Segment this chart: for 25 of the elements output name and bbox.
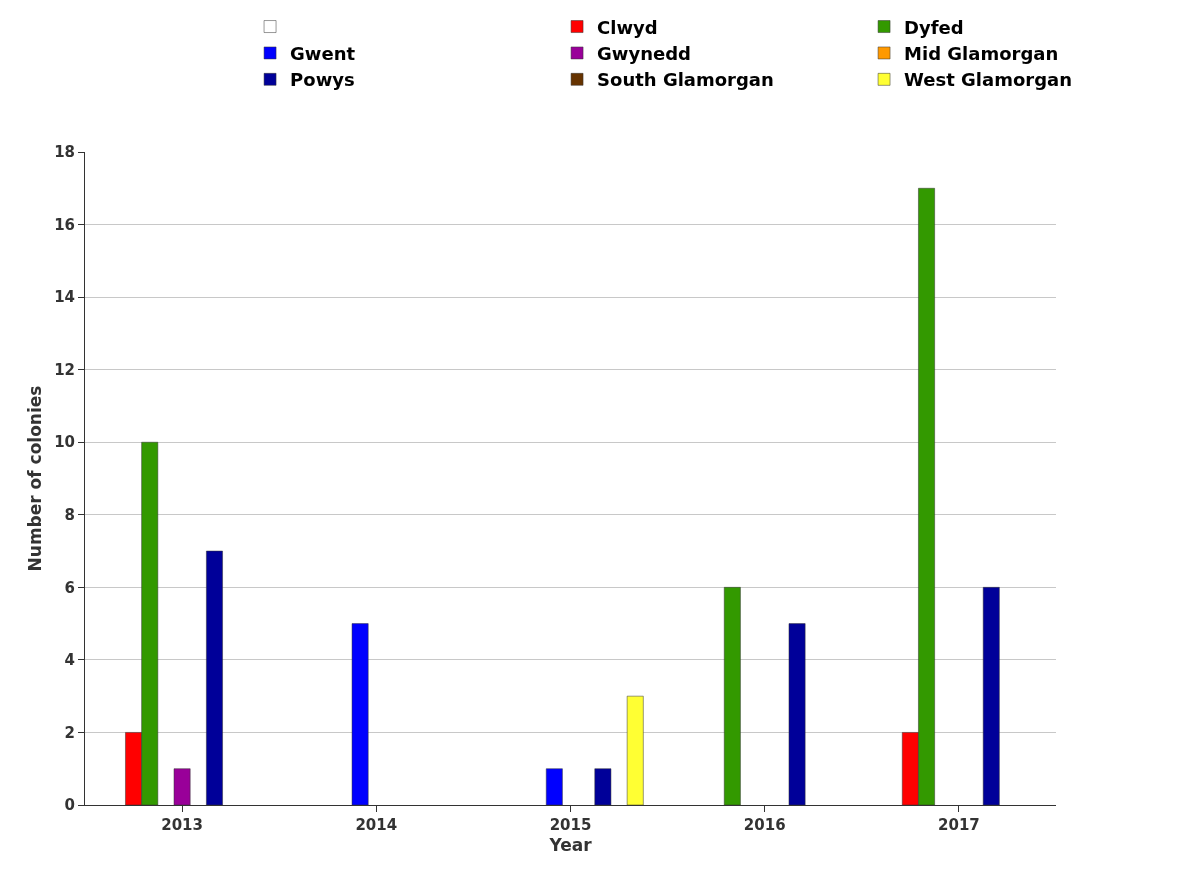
legend-label: Powys — [290, 69, 355, 91]
x-tick-label: 2017 — [938, 816, 980, 834]
legend-label: Gwynedd — [597, 42, 692, 64]
y-tick-label: 4 — [64, 651, 75, 670]
y-tick-label: 6 — [64, 578, 75, 597]
legend-label: West Glamorgan — [904, 69, 1073, 91]
x-tick-label: 2013 — [161, 816, 203, 834]
x-tick-label: 2016 — [743, 816, 786, 834]
x-tick-label: 2015 — [549, 816, 592, 834]
x-axis-title: Year — [548, 835, 593, 856]
y-tick-label: 16 — [54, 215, 75, 234]
y-tick-label: 2 — [64, 723, 75, 742]
legend-label: South Glamorgan — [597, 69, 774, 91]
legend-label: Gwent — [290, 42, 356, 64]
y-tick-label: 18 — [54, 143, 75, 162]
legend-label: Mid Glamorgan — [904, 42, 1059, 64]
y-tick-label: 14 — [54, 288, 75, 307]
legend-label: Clwyd — [597, 16, 658, 38]
y-tick-label: 10 — [54, 433, 75, 452]
legend-label: Dyfed — [904, 16, 964, 38]
x-tick-label: 2014 — [355, 816, 398, 834]
y-tick-label: 8 — [64, 506, 75, 525]
y-tick-label: 12 — [54, 360, 75, 379]
y-axis-title: Number of colonies — [25, 385, 45, 572]
y-tick-label: 0 — [64, 796, 75, 815]
